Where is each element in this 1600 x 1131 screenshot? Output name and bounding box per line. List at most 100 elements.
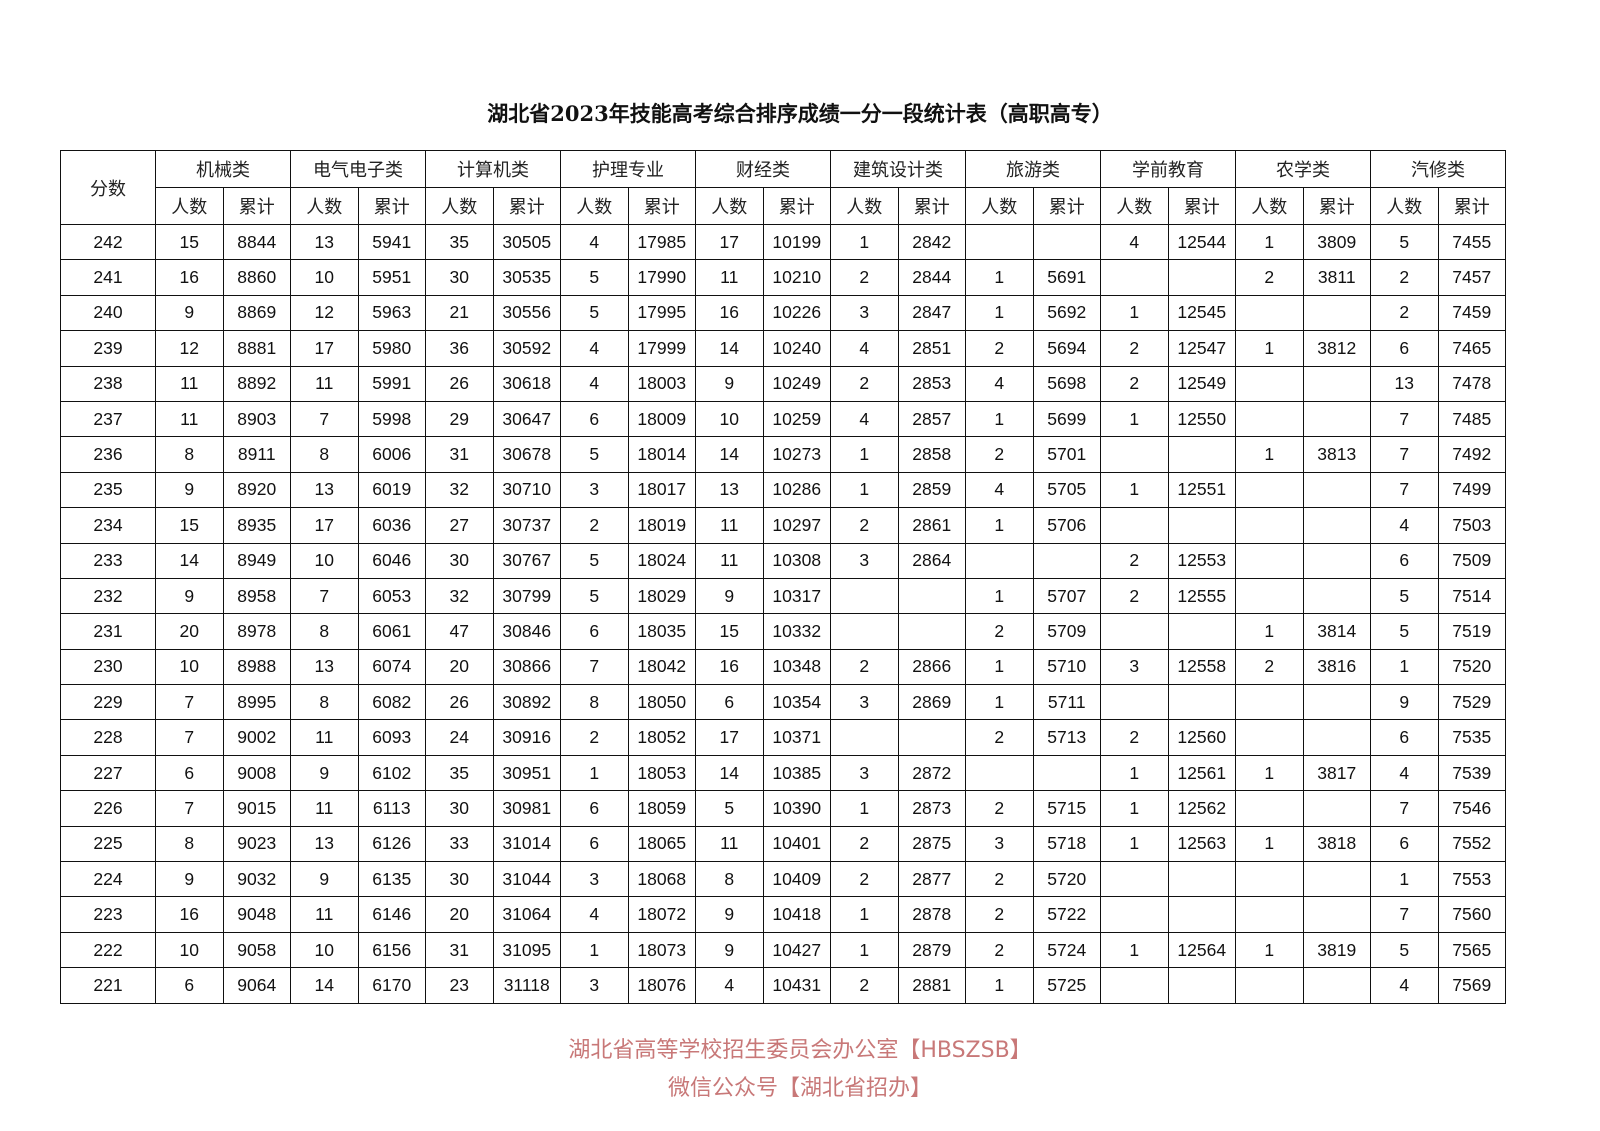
cumulative-cell: 18017	[627, 471, 696, 509]
count-cell	[965, 754, 1034, 792]
cumulative-cell: 7539	[1437, 754, 1506, 792]
count-cell: 5	[695, 790, 764, 827]
count-cell: 3	[830, 754, 899, 792]
cumulative-cell: 12544	[1167, 223, 1236, 261]
cumulative-cell: 5980	[357, 330, 426, 367]
count-cell: 13	[290, 471, 359, 509]
count-cell: 1	[1235, 613, 1304, 650]
cumulative-cell	[1302, 294, 1371, 332]
cumulative-cell: 12564	[1167, 931, 1236, 969]
cumulative-cell: 6135	[357, 861, 426, 898]
cumulative-cell: 10418	[762, 896, 831, 933]
table-row: 232 9 8958 7 6053 32 30799 5 18029 9 10317 1 5707 2 12…	[60, 577, 1506, 615]
score-cell: 222	[60, 931, 156, 969]
cumulative-cell: 9023	[222, 825, 291, 863]
header-cumulative: 累计	[627, 187, 696, 225]
count-cell: 2	[965, 896, 1034, 933]
count-cell: 11	[155, 400, 224, 438]
cumulative-cell	[1167, 967, 1236, 1004]
score-cell: 234	[60, 507, 156, 544]
count-cell	[1100, 861, 1169, 898]
cumulative-cell	[1032, 754, 1101, 792]
count-cell: 4	[965, 471, 1034, 509]
cumulative-cell: 2844	[897, 259, 966, 296]
count-cell	[1235, 684, 1304, 721]
cumulative-cell: 17985	[627, 223, 696, 261]
count-cell: 3	[830, 294, 899, 332]
count-cell: 1	[1235, 754, 1304, 792]
table-row: 231 20 8978 8 6061 47 30846 6 18035 15 10332 2 5709 1…	[60, 613, 1506, 650]
count-cell: 1	[1100, 825, 1169, 863]
count-cell: 7	[1370, 436, 1439, 473]
cumulative-cell: 7485	[1437, 400, 1506, 438]
cumulative-cell: 3817	[1302, 754, 1371, 792]
cumulative-cell: 18072	[627, 896, 696, 933]
count-cell	[1100, 896, 1169, 933]
score-cell: 235	[60, 471, 156, 509]
count-cell: 3	[560, 861, 629, 898]
count-cell: 6	[560, 613, 629, 650]
count-cell: 2	[1370, 294, 1439, 332]
cumulative-cell: 10409	[762, 861, 831, 898]
table-row: 235 9 8920 13 6019 32 30710 3 18017 13 10286 1 2859 4…	[60, 471, 1506, 509]
count-cell: 5	[560, 436, 629, 473]
cumulative-cell: 2858	[897, 436, 966, 473]
header-row-groups: 分数 机械类 电气电子类 计算机类 护理专业 财经类 建筑设计类 旅游类 学前教育 农学类 汽修类	[60, 150, 1506, 225]
cumulative-cell: 7457	[1437, 259, 1506, 296]
cumulative-cell: 5699	[1032, 400, 1101, 438]
header-count: 人数	[830, 187, 899, 225]
cumulative-cell: 12549	[1167, 365, 1236, 402]
count-cell: 31	[425, 931, 494, 969]
cumulative-cell: 2866	[897, 648, 966, 686]
count-cell	[1235, 896, 1304, 933]
cumulative-cell: 10226	[762, 294, 831, 332]
score-cell: 232	[60, 577, 156, 615]
count-cell	[1100, 436, 1169, 473]
cumulative-cell: 30846	[492, 613, 561, 650]
cumulative-cell: 30981	[492, 790, 561, 827]
count-cell: 8	[155, 825, 224, 863]
count-cell	[1235, 400, 1304, 438]
header-count: 人数	[965, 187, 1034, 225]
cumulative-cell: 6074	[357, 648, 426, 686]
count-cell: 2	[1100, 719, 1169, 756]
cumulative-cell: 6082	[357, 684, 426, 721]
count-cell: 2	[1100, 365, 1169, 402]
count-cell: 23	[425, 967, 494, 1004]
cumulative-cell: 31064	[492, 896, 561, 933]
cumulative-cell: 30505	[492, 223, 561, 261]
count-cell	[830, 719, 899, 756]
count-cell: 4	[1370, 967, 1439, 1004]
count-cell: 9	[155, 861, 224, 898]
score-cell: 226	[60, 790, 156, 827]
cumulative-cell: 7529	[1437, 684, 1506, 721]
cumulative-cell	[1302, 507, 1371, 544]
count-cell	[965, 542, 1034, 579]
score-cell: 237	[60, 400, 156, 438]
table-row: 229 7 8995 8 6082 26 30892 8 18050 6 10354 3 2869 1 57…	[60, 684, 1506, 721]
cumulative-cell: 6102	[357, 754, 426, 792]
cumulative-cell: 6006	[357, 436, 426, 473]
count-cell	[1235, 577, 1304, 615]
cumulative-cell: 30556	[492, 294, 561, 332]
count-cell: 16	[695, 648, 764, 686]
count-cell: 6	[155, 967, 224, 1004]
cumulative-cell: 31014	[492, 825, 561, 863]
cumulative-cell	[1302, 400, 1371, 438]
count-cell: 1	[830, 436, 899, 473]
cumulative-cell: 18052	[627, 719, 696, 756]
cumulative-cell: 7519	[1437, 613, 1506, 650]
count-cell: 5	[1370, 613, 1439, 650]
cumulative-cell: 9058	[222, 931, 291, 969]
count-cell: 11	[695, 259, 764, 296]
cumulative-cell: 18042	[627, 648, 696, 686]
table-row: 230 10 8988 13 6074 20 30866 7 18042 16 10348 2 2866…	[60, 648, 1506, 686]
cumulative-cell: 3813	[1302, 436, 1371, 473]
cumulative-cell: 8903	[222, 400, 291, 438]
cumulative-cell: 7535	[1437, 719, 1506, 756]
header-cumulative: 累计	[492, 187, 561, 225]
count-cell	[1100, 259, 1169, 296]
header-group: 学前教育	[1100, 150, 1236, 188]
count-cell: 4	[560, 896, 629, 933]
cumulative-cell: 10354	[762, 684, 831, 721]
